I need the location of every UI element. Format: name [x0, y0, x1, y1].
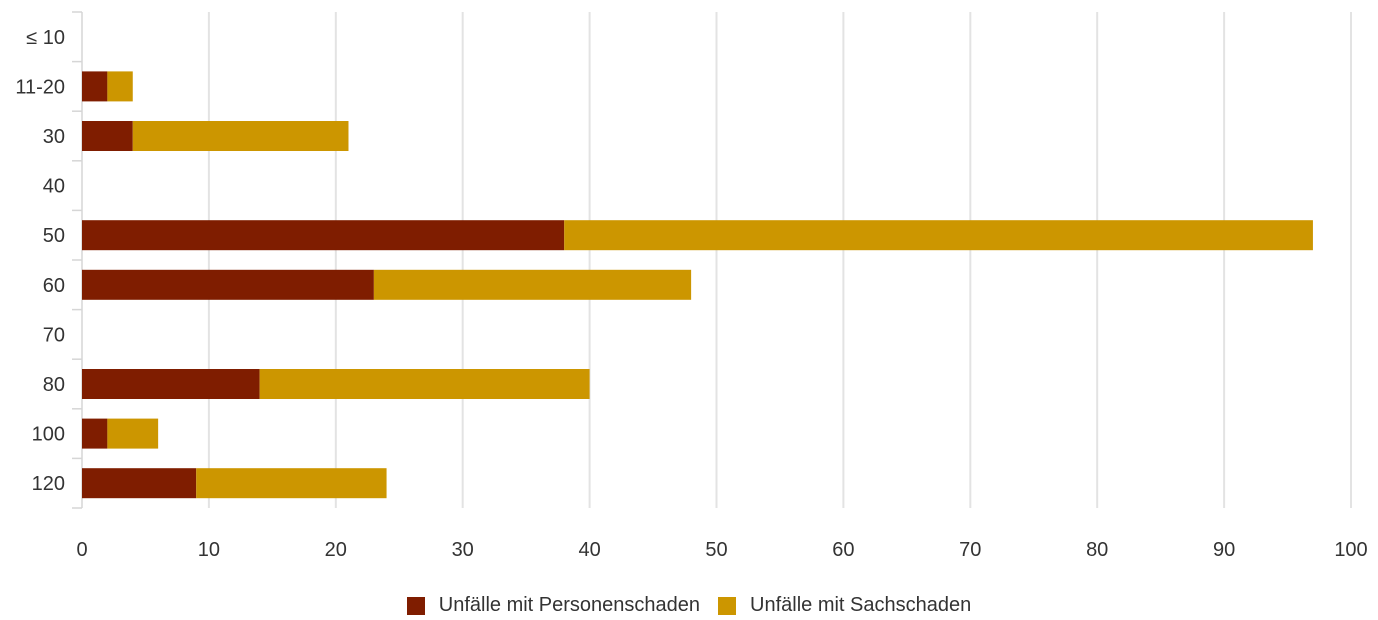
legend-item-sachschaden: Unfälle mit Sachschaden: [718, 594, 971, 617]
x-tick-label: 60: [832, 539, 854, 561]
legend-swatch-sachschaden: [718, 596, 737, 615]
y-tick-label: 11-20: [15, 76, 65, 98]
x-tick-label: 100: [1334, 539, 1367, 561]
y-tick-label: 70: [43, 324, 65, 346]
bar-segment-sachschaden: [564, 220, 1313, 251]
x-tick-label: 50: [705, 539, 727, 561]
y-tick-label: ≤ 10: [26, 27, 65, 49]
bar-segment-sachschaden: [132, 121, 349, 151]
legend-label-sachschaden: Unfälle mit Sachschaden: [750, 594, 972, 616]
bar-segment-personenschaden: [82, 418, 108, 449]
x-tick-label: 70: [959, 539, 981, 561]
chart-plot: 0 10 20 30 40 50 60 70 80 90 100 ≤ 10 11-20 30 40 50 60 7…: [15, 11, 1368, 561]
y-tick-label: 100: [32, 424, 65, 446]
bar-segment-personenschaden: [82, 71, 108, 102]
x-tick-label: 80: [1086, 539, 1108, 561]
legend-label-personenschaden: Unfälle mit Personenschaden: [438, 594, 701, 616]
bar-segment-personenschaden: [82, 121, 133, 151]
bar-segment-personenschaden: [82, 220, 565, 251]
bar-segment-sachschaden: [373, 269, 692, 300]
x-tick-label: 30: [452, 539, 474, 561]
y-tick-label: 50: [43, 225, 65, 247]
legend: Unfälle mit Personenschaden Unfälle mit …: [0, 594, 1378, 617]
y-tick-label: 40: [43, 176, 65, 198]
bar-segment-sachschaden: [107, 418, 159, 449]
x-tick-label: 10: [198, 539, 220, 561]
bar-segment-sachschaden: [196, 468, 387, 499]
bar-segment-sachschaden: [107, 71, 133, 102]
legend-swatch-personenschaden: [406, 596, 425, 615]
legend-item-personenschaden: Unfälle mit Personenschaden: [406, 594, 701, 617]
bar-segment-personenschaden: [82, 369, 260, 399]
bar-segment-personenschaden: [82, 269, 374, 300]
x-tick-label: 20: [325, 539, 347, 561]
x-tick-label: 40: [578, 539, 600, 561]
y-tick-label: 60: [43, 275, 65, 297]
bar-segment-sachschaden: [259, 369, 590, 399]
y-tick-label: 30: [43, 126, 65, 148]
x-tick-label: 0: [76, 539, 87, 561]
y-tick-label: 80: [43, 374, 65, 396]
x-tick-label: 90: [1213, 539, 1235, 561]
bar-segment-personenschaden: [82, 468, 197, 499]
y-tick-label: 120: [32, 473, 65, 495]
